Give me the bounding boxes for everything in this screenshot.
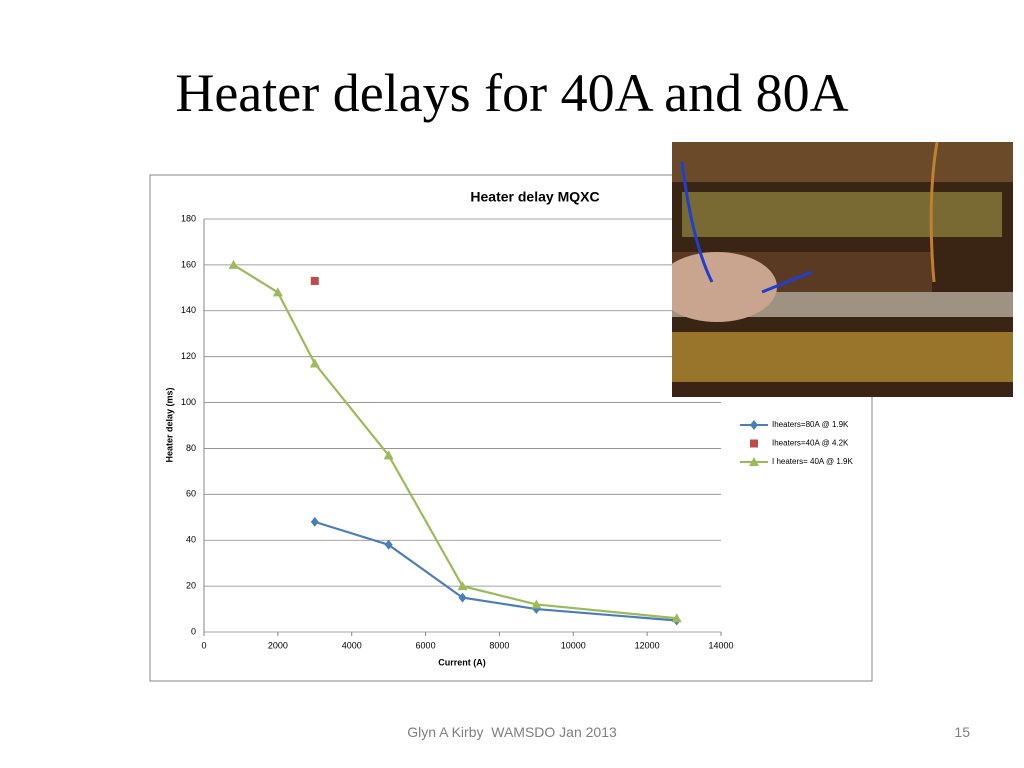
photo: [672, 142, 1013, 397]
marker: [384, 539, 393, 550]
x-tick-label: 2000: [268, 640, 288, 650]
photo-wire: [929, 142, 939, 283]
x-tick-label: 14000: [708, 640, 733, 650]
slide-title: Heater delays for 40A and 80A: [175, 63, 849, 123]
photo-band: [672, 142, 1013, 182]
marker: [228, 259, 239, 269]
legend-marker: [750, 420, 758, 430]
x-tick-label: 8000: [489, 640, 509, 650]
legend-label: Iheaters=40A @ 4.2K: [772, 439, 849, 448]
marker: [383, 450, 394, 460]
marker: [531, 599, 542, 609]
y-tick-label: 40: [186, 535, 196, 545]
x-tick-label: 0: [201, 640, 206, 650]
page-number: 15: [954, 724, 970, 740]
photo-band: [672, 332, 1013, 382]
y-tick-label: 80: [186, 443, 196, 453]
x-tick-label: 4000: [342, 640, 362, 650]
marker: [310, 516, 319, 527]
legend-label: I heaters= 40A @ 1.9K: [772, 457, 854, 466]
legend-marker: [749, 457, 759, 466]
x-axis-label: Current (A): [438, 657, 486, 667]
y-tick-label: 0: [191, 626, 196, 636]
marker: [671, 613, 682, 623]
x-tick-label: 6000: [416, 640, 436, 650]
marker: [309, 358, 320, 368]
y-tick-label: 120: [181, 351, 196, 361]
photo-wire: [680, 161, 813, 294]
y-tick-label: 140: [181, 305, 196, 315]
y-tick-label: 60: [186, 489, 196, 499]
y-tick-label: 180: [181, 213, 196, 223]
y-axis-label: Heater delay (ms): [164, 387, 174, 462]
marker: [272, 287, 283, 297]
marker: [458, 592, 467, 603]
y-tick-label: 20: [186, 580, 196, 590]
chart-title: Heater delay MQXC: [470, 189, 599, 205]
y-tick-label: 100: [181, 397, 196, 407]
photo-finger: [672, 252, 777, 322]
marker: [310, 276, 319, 285]
legend-label: Iheaters=80A @ 1.9K: [772, 420, 849, 429]
footer: Glyn A Kirby WAMSDO Jan 2013: [407, 724, 617, 740]
marker: [457, 581, 468, 591]
x-tick-label: 10000: [561, 640, 586, 650]
photo-band: [682, 192, 1002, 237]
legend-marker: [750, 439, 758, 448]
y-tick-label: 160: [181, 259, 196, 269]
x-tick-label: 12000: [635, 640, 660, 650]
